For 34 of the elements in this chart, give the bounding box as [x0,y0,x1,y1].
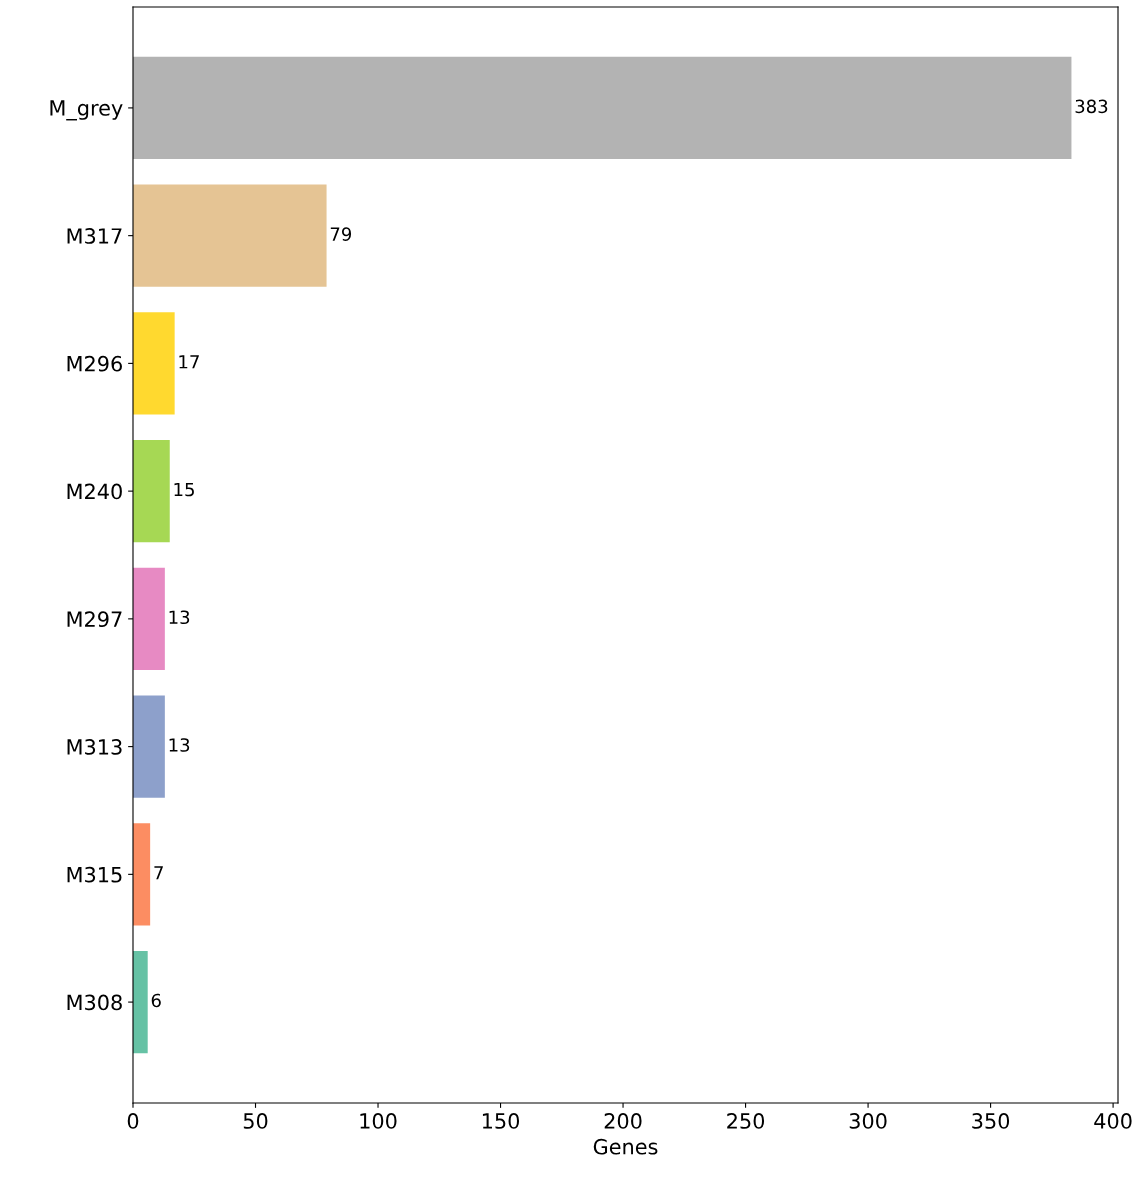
x-tick-label: 400 [1094,1113,1132,1129]
y-tick-label: M240 [67,483,122,500]
data-label: 17 [179,355,199,369]
y-tick-label: M297 [67,611,122,628]
bar [133,184,327,287]
x-tick-label: 200 [604,1113,642,1129]
bar [133,950,148,1054]
data-label: 13 [169,610,190,625]
x-axis-title: Genes [593,1138,658,1155]
y-tick-label: M_grey [50,100,123,121]
x-tick-label: 0 [127,1113,139,1129]
x-tick-label: 350 [972,1113,1010,1129]
y-tick-label: M296 [67,355,122,372]
bar [133,695,165,798]
data-label: 6 [151,993,161,1008]
data-label: 13 [169,738,190,752]
data-label: 15 [174,482,194,497]
x-tick-label: 50 [243,1113,268,1129]
data-label: 383 [1075,99,1108,114]
bar [133,567,165,670]
bar [133,312,175,415]
bar [133,440,170,543]
data-label: 79 [330,227,352,241]
x-tick-label: 300 [849,1113,887,1129]
bar [133,56,1072,160]
y-tick-label: M317 [67,228,122,244]
y-tick-label: M313 [67,739,122,755]
x-tick-label: 150 [482,1113,520,1129]
y-tick-label: M315 [67,866,122,883]
data-label: 7 [154,866,163,880]
x-tick-label: 250 [727,1113,765,1129]
y-tick-label: M308 [67,994,122,1011]
bar [133,823,151,926]
x-tick-label: 100 [360,1113,397,1129]
